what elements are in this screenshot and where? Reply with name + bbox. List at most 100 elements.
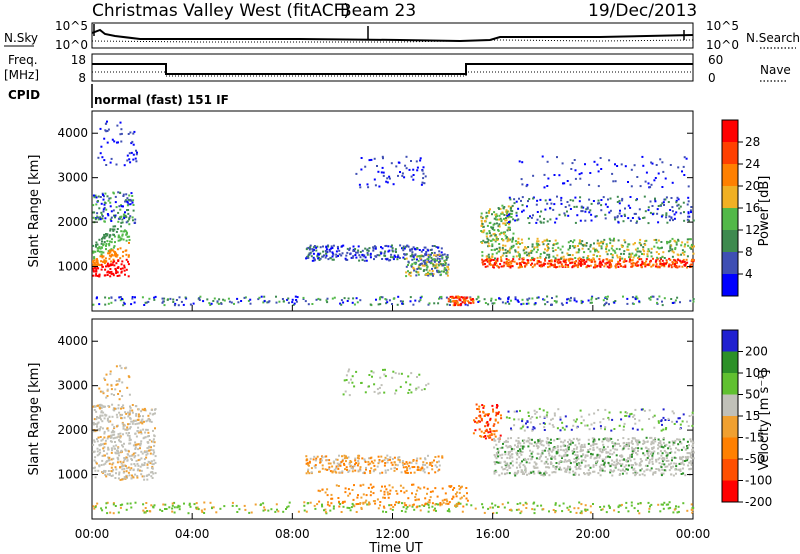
echo-cell <box>347 297 350 300</box>
echo-cell <box>605 263 608 266</box>
echo-cell <box>629 196 632 198</box>
echo-cell <box>396 256 399 259</box>
echo-cell <box>608 506 611 509</box>
echo-cell <box>653 450 656 453</box>
echo-cell <box>600 451 603 454</box>
echo-cell <box>609 242 612 245</box>
echo-cell <box>125 230 128 233</box>
echo-cell <box>362 501 365 504</box>
echo-cell <box>384 245 387 247</box>
echo-cell <box>434 487 437 490</box>
echo-cell <box>552 449 554 452</box>
echo-cell <box>404 470 407 473</box>
echo-cell <box>360 168 363 171</box>
echo-cell <box>108 459 111 462</box>
echo-cell <box>95 462 98 465</box>
echo-cell <box>130 199 133 202</box>
echo-cell <box>580 261 583 263</box>
echo-cell <box>517 441 520 444</box>
echo-cell <box>574 264 577 267</box>
echo-cell <box>287 297 290 300</box>
echo-cell <box>631 452 634 454</box>
echo-cell <box>105 265 107 268</box>
echo-cell <box>539 253 542 255</box>
echo-cell <box>582 206 585 209</box>
echo-cell <box>121 233 124 236</box>
echo-cell <box>461 510 464 513</box>
echo-cell <box>147 418 150 421</box>
echo-cell <box>502 442 504 445</box>
echo-cell <box>623 239 626 242</box>
echo-cell <box>161 297 164 300</box>
echo-cell <box>124 465 127 468</box>
echo-cell <box>687 185 690 188</box>
echo-cell <box>102 392 105 395</box>
echo-cell <box>497 437 500 440</box>
echo-cell <box>598 465 601 468</box>
echo-cell <box>120 230 123 233</box>
echo-cell <box>438 460 440 463</box>
echo-cell <box>437 269 440 272</box>
echo-cell <box>653 414 656 417</box>
echo-cell <box>376 498 379 501</box>
echo-cell <box>582 256 585 259</box>
echo-cell <box>106 395 109 397</box>
echo-cell <box>506 300 509 303</box>
echo-cell <box>326 301 329 304</box>
echo-cell <box>404 510 407 513</box>
echo-cell <box>142 503 145 506</box>
echo-cell <box>543 262 546 265</box>
echo-cell <box>411 504 414 507</box>
echo-cell <box>687 425 690 427</box>
echo-cell <box>484 414 486 417</box>
echo-cell <box>306 255 309 258</box>
echo-cell <box>134 443 137 446</box>
echo-cell <box>604 448 607 451</box>
echo-cell <box>629 455 631 458</box>
echo-cell <box>608 249 611 252</box>
echo-cell <box>548 240 551 242</box>
colorbar-swatch <box>722 252 738 274</box>
echo-cell <box>112 462 115 465</box>
echo-cell <box>593 438 596 441</box>
echo-cell <box>643 470 646 473</box>
echo-cell <box>689 264 692 267</box>
echo-cell <box>431 468 434 471</box>
echo-cell <box>567 214 570 217</box>
echo-cell <box>305 472 308 475</box>
power-plot-frame <box>91 110 694 312</box>
echo-cell <box>663 204 665 206</box>
echo-cell <box>417 267 420 270</box>
echo-cell <box>519 442 522 445</box>
echo-cell <box>379 501 382 503</box>
echo-cell <box>107 470 110 472</box>
echo-cell <box>430 253 432 256</box>
echo-cell <box>564 454 567 456</box>
echo-cell <box>488 210 491 213</box>
echo-cell <box>92 251 95 254</box>
echo-cell <box>480 212 483 215</box>
echo-cell <box>353 250 356 252</box>
echo-cell <box>415 493 417 496</box>
echo-cell <box>109 511 112 514</box>
echo-cell <box>127 198 130 201</box>
echo-cell <box>267 301 270 304</box>
echo-cell <box>545 472 548 474</box>
echo-cell <box>687 464 690 467</box>
echo-cell <box>531 450 534 453</box>
echo-cell <box>387 469 390 472</box>
echo-cell <box>348 462 351 465</box>
echo-cell <box>483 229 486 232</box>
echo-cell <box>509 212 512 215</box>
echo-cell <box>686 445 688 447</box>
echo-cell <box>493 217 496 220</box>
echo-cell <box>559 418 562 421</box>
echo-cell <box>326 459 329 461</box>
echo-cell <box>364 461 367 463</box>
echo-cell <box>536 504 539 507</box>
echo-cell <box>597 250 600 253</box>
echo-cell <box>691 448 694 451</box>
echo-cell <box>351 502 354 505</box>
echo-cell <box>123 217 126 220</box>
echo-cell <box>128 241 130 244</box>
